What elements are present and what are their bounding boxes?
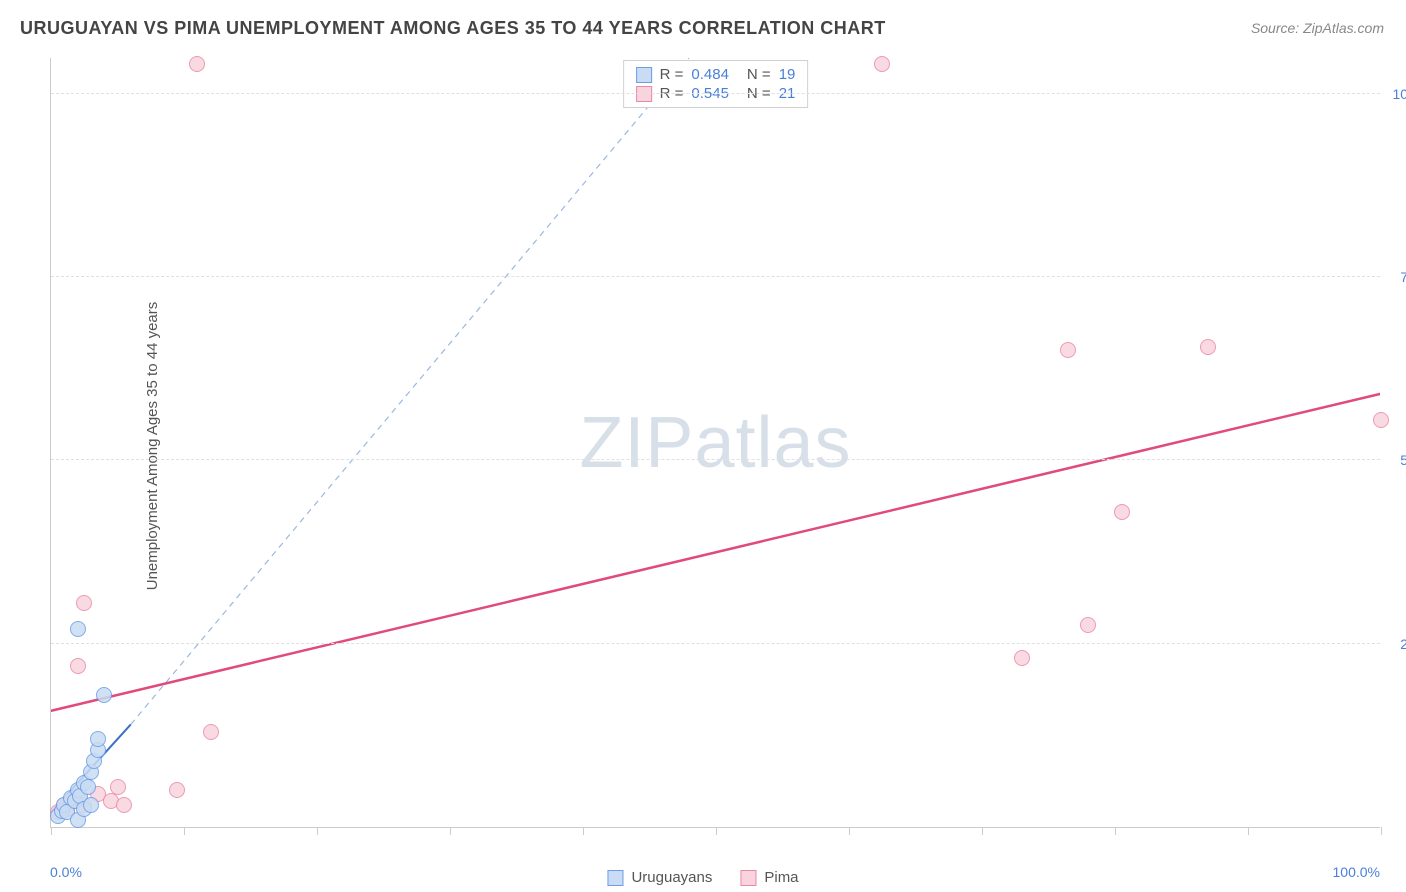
x-tick-label-max: 100.0% xyxy=(1333,864,1380,880)
legend-item-pima: Pima xyxy=(740,869,798,886)
x-tick xyxy=(849,827,850,835)
data-point-uruguayan xyxy=(83,797,99,813)
data-point-pima xyxy=(203,724,219,740)
x-tick xyxy=(1248,827,1249,835)
legend-label-pima: Pima xyxy=(764,869,798,886)
x-tick xyxy=(982,827,983,835)
x-tick xyxy=(1381,827,1382,835)
data-point-pima xyxy=(1114,504,1130,520)
x-tick xyxy=(51,827,52,835)
regression-lines xyxy=(51,58,1380,827)
data-point-pima xyxy=(1080,617,1096,633)
data-point-pima xyxy=(1014,650,1030,666)
legend-n-label: N = xyxy=(747,66,771,83)
gridline xyxy=(51,276,1380,277)
data-point-pima xyxy=(116,797,132,813)
legend-n-uruguayan: 19 xyxy=(779,66,796,83)
data-point-uruguayan xyxy=(96,687,112,703)
data-point-pima xyxy=(874,56,890,72)
legend-r-label: R = xyxy=(660,66,684,83)
data-point-uruguayan xyxy=(70,621,86,637)
data-point-pima xyxy=(1200,339,1216,355)
legend-swatch-uruguayan-icon xyxy=(607,870,623,886)
data-point-pima xyxy=(110,779,126,795)
chart-title: URUGUAYAN VS PIMA UNEMPLOYMENT AMONG AGE… xyxy=(20,18,886,39)
plot-area: ZIPatlas R = 0.484 N = 19 R = 0.545 N = … xyxy=(50,58,1380,828)
y-tick-label: 50.0% xyxy=(1400,452,1406,468)
x-tick xyxy=(583,827,584,835)
legend-label-uruguayan: Uruguayans xyxy=(631,869,712,886)
x-tick xyxy=(184,827,185,835)
legend-r-uruguayan: 0.484 xyxy=(691,66,729,83)
x-tick xyxy=(317,827,318,835)
data-point-uruguayan xyxy=(90,731,106,747)
y-tick-label: 25.0% xyxy=(1400,636,1406,652)
data-point-uruguayan xyxy=(80,779,96,795)
data-point-pima xyxy=(1060,342,1076,358)
watermark-atlas: atlas xyxy=(694,403,851,483)
legend-swatch-pima-icon xyxy=(740,870,756,886)
legend-row-uruguayan: R = 0.484 N = 19 xyxy=(636,65,796,84)
correlation-legend: R = 0.484 N = 19 R = 0.545 N = 21 xyxy=(623,60,809,108)
series-legend: Uruguayans Pima xyxy=(607,869,798,886)
legend-item-uruguayan: Uruguayans xyxy=(607,869,712,886)
data-point-pima xyxy=(169,782,185,798)
data-point-pima xyxy=(189,56,205,72)
source-attribution: Source: ZipAtlas.com xyxy=(1251,20,1384,36)
watermark-zip: ZIP xyxy=(579,403,694,483)
y-tick-label: 100.0% xyxy=(1393,86,1406,102)
x-tick xyxy=(1115,827,1116,835)
data-point-pima xyxy=(70,658,86,674)
gridline xyxy=(51,459,1380,460)
chart-container: URUGUAYAN VS PIMA UNEMPLOYMENT AMONG AGE… xyxy=(0,0,1406,892)
data-point-pima xyxy=(76,595,92,611)
x-tick xyxy=(716,827,717,835)
x-tick-label-min: 0.0% xyxy=(50,864,82,880)
data-point-pima xyxy=(1373,412,1389,428)
y-tick-label: 75.0% xyxy=(1400,269,1406,285)
gridline xyxy=(51,643,1380,644)
watermark: ZIPatlas xyxy=(579,402,851,484)
x-tick xyxy=(450,827,451,835)
gridline xyxy=(51,93,1380,94)
legend-swatch-uruguayan xyxy=(636,67,652,83)
